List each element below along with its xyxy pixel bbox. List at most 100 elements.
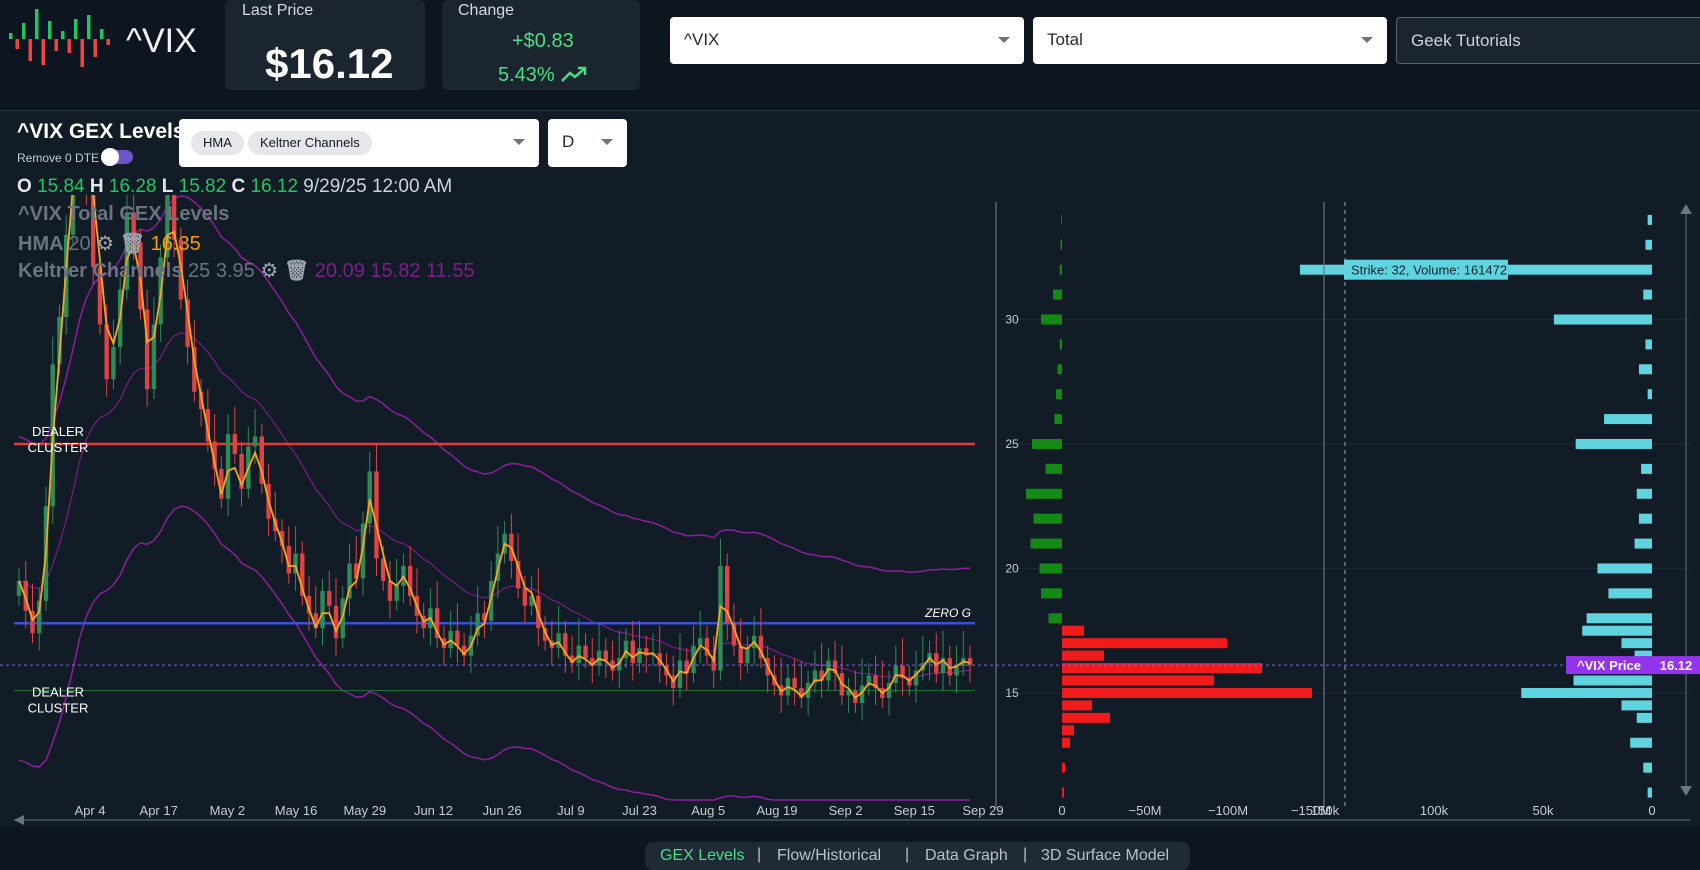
x-tick-label: May 16 [275,803,318,818]
candle-body [124,212,130,290]
trash-icon[interactable]: 🗑 [283,260,310,282]
trash-icon[interactable]: 🗑 [119,233,146,255]
gex-bar-negative [1062,762,1065,773]
volume-bar [1645,239,1652,250]
tab-gex-levels[interactable]: GEX Levels [660,847,745,864]
symbol-select-value: ^VIX [684,30,720,49]
last-price-value: $16.12 [265,40,394,87]
volume-bar [1604,414,1652,425]
volume-bar [1575,438,1652,449]
indicator-chip-keltner[interactable]: Keltner Channels [248,131,372,155]
x-tick-label: Jun 12 [414,803,453,818]
candle-body [724,565,730,624]
symbol-select[interactable]: ^VIX [670,17,1024,64]
ohlc-readout: O 15.84 H 16.28 L 15.82 C 16.12 9/29/25 … [17,176,453,197]
tab-flow-historical[interactable]: Flow/Historical [777,847,882,864]
volume-bar [1636,712,1652,723]
logo-bar [106,39,110,45]
x-tick-label: Jul 9 [557,803,584,818]
indicator-select[interactable]: HMA Keltner Channels [179,119,539,167]
gex-bar-positive [1026,488,1062,499]
chevron-down-icon [998,37,1010,43]
tab-separator: | [1023,846,1028,863]
mode-select[interactable]: Total [1033,17,1387,64]
candle-body [367,471,372,524]
gear-icon[interactable]: ⚙ [96,233,115,255]
tab-3d-surface-model[interactable]: 3D Surface Model [1041,847,1170,864]
candle-body [57,317,62,365]
x-tick-label: Jun 26 [483,803,522,818]
change-percent-row: 5.43% [498,64,587,87]
toggle-knob [101,148,119,166]
logo-bar [80,39,84,67]
mode-select-value: Total [1047,30,1083,49]
candle-body [515,561,521,589]
hma-value: 16.35 [150,233,201,255]
candle-body [37,600,42,634]
gex-bar-negative [1062,787,1064,798]
hma-line [18,195,971,700]
logo-bar [100,29,104,39]
logo-bar [48,21,52,39]
gex-bar-positive [1053,289,1062,300]
remove-0dte-toggle[interactable] [101,148,133,166]
gex-bar-positive [1061,214,1062,225]
candle-body [259,436,265,484]
tab-data-graph[interactable]: Data Graph [925,847,1008,864]
candle-body [590,658,595,666]
candle-body [165,195,170,258]
candle-body [434,608,440,639]
candle-body [718,565,723,671]
tutorials-select[interactable]: Geek Tutorials [1396,17,1700,64]
candle-body [866,675,872,686]
volume-bar [1597,563,1652,574]
volume-bar [1634,650,1652,661]
price-badge-name [1566,656,1652,675]
gex-bar-negative [1062,625,1084,636]
zero-gamma-label: ZERO G [924,606,971,620]
gex-bar-positive [1039,563,1062,574]
volume-bar [1621,700,1652,711]
candle-body [381,558,386,581]
keltner-upper-line [18,195,971,573]
chevron-down-icon [601,139,613,145]
volume-bar [1645,339,1652,350]
gex-bar-positive [1059,264,1062,275]
x-tick-label: Aug 19 [756,803,797,818]
y-tick-label: 20 [1005,561,1019,575]
candle-body [239,453,244,489]
volume-bar [1521,687,1652,698]
keltner-lower-line [18,505,970,801]
volume-bar [1621,638,1652,649]
ohlc-datetime: 9/29/25 12:00 AM [303,176,453,197]
gex-bar-negative [1062,663,1262,674]
indicator-chip-hma[interactable]: HMA [191,131,244,155]
change-absolute: +$0.83 [512,30,574,52]
price-badge-label: ^VIX Price [1577,658,1641,673]
price-badge-text: 16.12 [1660,658,1693,673]
tooltip-text: Strike: 32, Volume: 161472 [1351,263,1507,278]
period-select[interactable]: D [548,119,627,167]
volume-x-tick-label: 50k [1533,803,1554,818]
candle-body [144,309,150,390]
volume-bar [1582,625,1652,636]
x-tick-label: Sep 29 [962,803,1003,818]
candle-body [16,580,22,596]
gex-chart[interactable]: Apr 4 Apr 17 May 2 May 16 May 29 Jun 12 Jun 26… [0,195,1700,835]
gex-bar-positive [1045,463,1062,474]
panel-title: ^VIX GEX Levels [17,120,185,143]
period-select-value: D [562,132,575,151]
gear-icon[interactable]: ⚙ [260,260,279,282]
volume-x-tick-label: 0 [1648,803,1655,818]
volume-bar [1586,613,1652,624]
candle-body [644,648,649,656]
gex-x-tick-label: −100M [1208,803,1248,818]
logo-bar [61,31,65,39]
logo-bar [15,39,19,49]
candle-body [900,665,905,679]
candle-body [677,660,683,688]
candle-body [219,468,224,499]
x-tick-label: Aug 5 [691,803,725,818]
gex-x-tick-label: −50M [1129,803,1162,818]
candle-body [576,645,582,664]
